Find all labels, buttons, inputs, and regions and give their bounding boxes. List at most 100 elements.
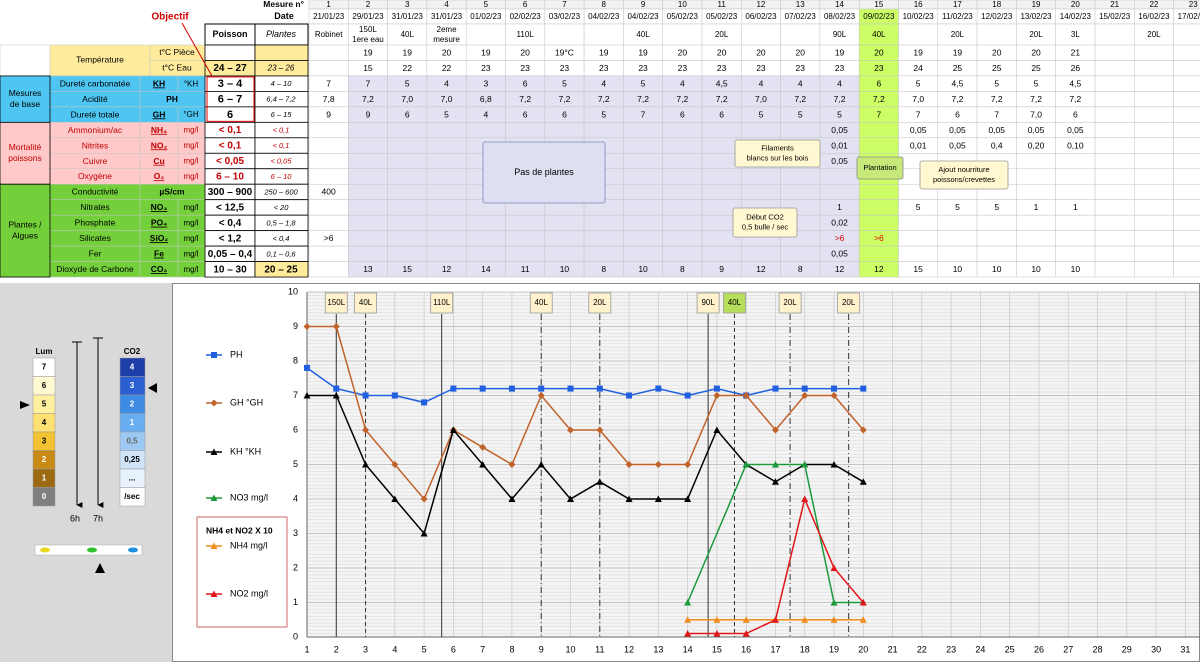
measure-value: 10 [953, 264, 963, 274]
measure-value: 20 [678, 47, 688, 57]
marker [801, 461, 809, 468]
measure-cell [1094, 44, 1135, 61]
mesure-number: 4 [444, 0, 449, 9]
y-tick-label: 5 [293, 459, 298, 469]
callout-text: Début CO2 [746, 212, 784, 221]
note-cell [1173, 23, 1200, 46]
mesure-number: 10 [678, 0, 687, 9]
measure-value: 0,01 [831, 140, 848, 150]
measure-value: 12 [874, 264, 884, 274]
measure-value: 0,05 [831, 156, 848, 166]
param-formula: NO₂ [151, 140, 168, 150]
x-tick-label: 3 [363, 644, 368, 654]
measure-value: 7,2 [362, 94, 374, 104]
mesure-number: 17 [953, 0, 962, 9]
callout-text: Pas de plantes [514, 167, 574, 177]
measure-cell [426, 122, 467, 139]
marker [537, 461, 545, 468]
measure-cell [308, 137, 349, 154]
x-tick-label: 18 [800, 644, 810, 654]
co2-level-text: 3 [130, 381, 135, 390]
poisson-value: < 12,5 [216, 203, 245, 214]
param-name: t°C Eau [162, 62, 192, 72]
param-formula: µS/cm [159, 187, 185, 197]
measure-cell [348, 137, 388, 154]
measure-value: >6 [874, 233, 884, 243]
measure-value: 3 [483, 78, 488, 88]
marker [567, 385, 574, 392]
date-text: 15/02/23 [1099, 12, 1131, 21]
measure-value: 7,2 [952, 94, 964, 104]
measure-cell [1134, 168, 1174, 185]
measure-value: 20 [717, 47, 727, 57]
objectif-pointer [181, 22, 213, 77]
note-text: 40L [872, 30, 886, 39]
measure-cell [387, 137, 428, 154]
param-name: Phosphate [75, 218, 116, 228]
measure-cell [1173, 44, 1200, 61]
marker [742, 461, 750, 468]
co2-level [119, 487, 146, 507]
measure-cell [1016, 214, 1056, 231]
measure-cell [1134, 261, 1174, 278]
measure-cell [387, 183, 428, 200]
measure-cell [701, 122, 742, 139]
callout-box [856, 156, 904, 180]
lum-level-text: 1 [42, 474, 47, 483]
marker [450, 385, 457, 392]
param-formula: CO₂ [151, 264, 168, 274]
measure-cell [1094, 214, 1135, 231]
date-text: 31/01/23 [431, 12, 463, 21]
marker [684, 495, 692, 502]
x-tick-label: 5 [422, 644, 427, 654]
marker [508, 495, 516, 502]
measure-cell [308, 261, 349, 278]
mesure-number: 7 [562, 0, 567, 9]
note-text: mesure [433, 35, 460, 44]
light-dot [87, 547, 97, 553]
measure-cell [976, 245, 1017, 262]
measure-value: 0,02 [831, 218, 848, 228]
measure-cell [1173, 75, 1200, 92]
measure-value: 7,2 [559, 94, 571, 104]
poisson-value: 6 [227, 109, 233, 121]
x-tick-label: 21 [888, 644, 898, 654]
measure-value: >6 [324, 233, 334, 243]
measure-cell [858, 199, 899, 216]
poisson-value: < 1,2 [219, 234, 242, 245]
legend-marker [210, 448, 218, 455]
marker [537, 392, 545, 399]
measure-cell [1173, 60, 1200, 77]
measure-value: 7,8 [323, 94, 335, 104]
blank-cell [0, 44, 51, 77]
date-text: 09/02/23 [863, 12, 895, 21]
date-text: 04/02/23 [588, 12, 620, 21]
measure-value: 7 [994, 109, 999, 119]
marker [713, 385, 720, 392]
date-text: 05/02/23 [706, 12, 738, 21]
param-formula: Cu [153, 156, 164, 166]
measure-value: 6 [523, 78, 528, 88]
marker [420, 495, 428, 503]
marker [713, 392, 721, 399]
measure-cell [1173, 245, 1200, 262]
measure-value: 5 [955, 202, 960, 212]
measure-value: 22 [403, 63, 413, 73]
measure-value: 19°C [555, 47, 574, 57]
measure-value: 20 [1031, 47, 1041, 57]
marker [625, 495, 633, 502]
lum-level-text: 3 [42, 437, 47, 446]
x-tick-label: 24 [975, 644, 985, 654]
measure-cell [1173, 183, 1200, 200]
series-line [306, 367, 864, 404]
measure-cell [858, 183, 899, 200]
poisson-value: 10 – 30 [213, 264, 247, 275]
measure-value: 10 [638, 264, 648, 274]
legend-marker [210, 494, 218, 501]
mesure-number: 15 [874, 0, 883, 9]
x-tick-label: 27 [1063, 644, 1073, 654]
lum-level-text: 6 [42, 381, 47, 390]
plantes-header-text: Plantes [266, 29, 297, 39]
date-text: 07/02/23 [785, 12, 817, 21]
measure-cell [426, 168, 467, 185]
